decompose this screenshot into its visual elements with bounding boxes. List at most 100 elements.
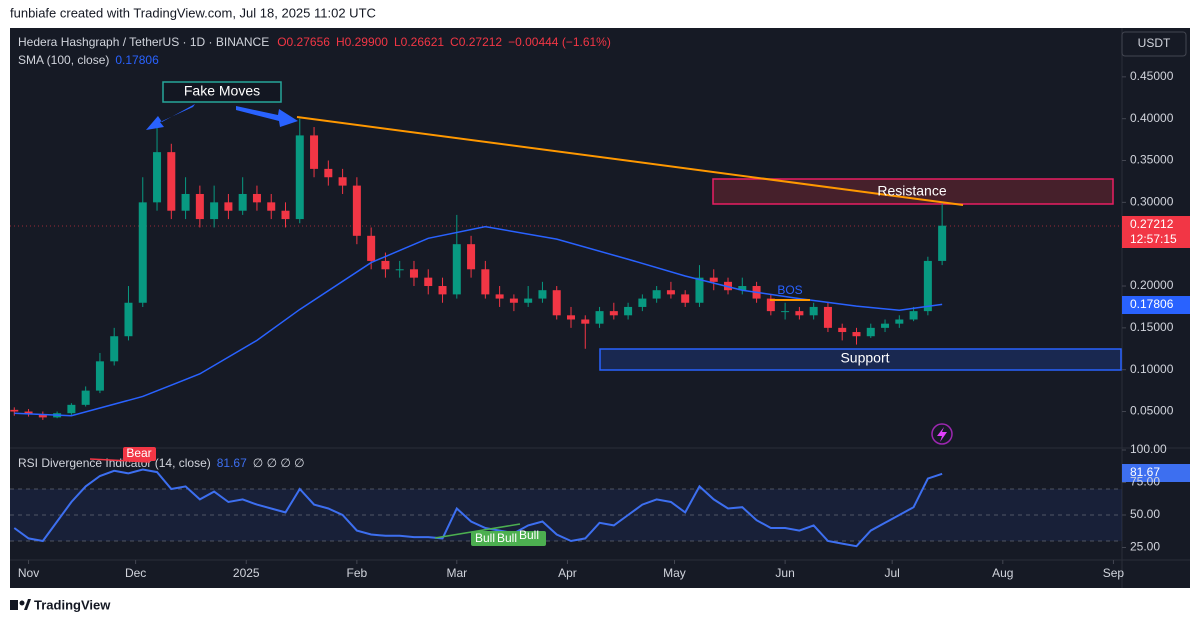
arrow [146,104,195,130]
candle-body [609,311,618,316]
candle-body [709,277,718,282]
rsi-legend: RSI Divergence Indicator (14, close) 81.6… [18,456,305,470]
candle-body [495,294,504,299]
candle-body [524,298,533,303]
rsi-tick-label: 75.00 [1130,475,1160,489]
bear-divergence [89,458,151,463]
sma-tag-value: 0.17806 [1130,297,1174,311]
bull-label: Bull [519,528,539,542]
arrow [236,106,298,127]
x-tick-label: Feb [347,566,368,580]
y-tick-label: 0.20000 [1130,278,1174,292]
x-tick-label: 2025 [233,566,260,580]
candle-body [38,414,47,418]
candle-body [409,269,418,278]
candle-body [538,290,547,299]
candle-body [338,177,347,186]
x-tick-label: Dec [125,566,146,580]
y-tick-label: 0.10000 [1130,362,1174,376]
last-price: 0.27212 [1130,217,1174,231]
candle-body [652,290,661,299]
candle-body [181,193,190,211]
candle-body [566,315,575,320]
logo-mark [10,600,18,610]
candle-body [738,286,747,291]
bull-tag [471,531,546,546]
candle-body [10,409,19,412]
x-tick-label: Apr [558,566,577,580]
candle-body [310,135,319,169]
rsi-tag [1122,464,1190,482]
candle-body [81,390,90,405]
logo-mark [24,599,31,610]
candle-body [866,327,875,337]
rsi-tick-label: 25.00 [1130,540,1160,554]
candle-body [95,361,104,391]
alert-icon[interactable] [931,423,953,445]
support-zone [599,348,1122,371]
candle-body [324,168,333,178]
bull-label: Bull [497,531,517,545]
rsi-tag-value: 81.67 [1130,465,1160,479]
footer-brand: TradingView [34,597,111,612]
sma-legend: SMA (100, close) 0.17806 [18,53,159,67]
sma-tag [1122,296,1190,314]
candle-body [624,306,633,316]
resistance-label: Resistance [877,183,946,199]
candle-body [681,294,690,303]
candle-body [224,202,233,211]
x-tick-label: Aug [992,566,1013,580]
currency[interactable]: USDT [1138,36,1171,50]
ohlc: C0.27212 [450,35,502,49]
candle-body [110,336,119,362]
candle-body [938,225,947,261]
x-tick-label: Nov [18,566,39,580]
sma-line [14,225,943,417]
header-text: funbiafe created with TradingView.com, J… [10,5,376,20]
candle-body [438,286,447,295]
symbol-legend: Hedera Hashgraph / TetherUS · 1D · BINAN… [18,35,611,49]
candle-body [252,193,261,203]
y-tick-label: 0.35000 [1130,153,1174,167]
x-tick-label: Jul [885,566,900,580]
plot [10,118,1122,548]
y-tick-label: 0.40000 [1130,111,1174,125]
candle-body [267,202,276,211]
candle-body [795,311,804,316]
candle-body [852,332,861,337]
rsi-tick-label: 100.00 [1130,442,1167,456]
support-label: Support [840,350,889,366]
ohlc: O0.27656 [277,35,330,49]
candle-body [381,260,390,270]
trend-line [296,116,964,206]
fake-moves-box [162,81,282,103]
candle-body [153,152,162,203]
y-tick-label: 0.05000 [1130,404,1174,418]
sma-value: 0.17806 [115,53,159,67]
x-tick-label: Jun [775,566,794,580]
candle-body [595,311,604,324]
sma-name: SMA (100, close) [18,53,109,67]
candle-body [895,319,904,324]
rsi-value: 81.67 [217,456,247,470]
candle-body [838,327,847,333]
ohlc: H0.29900 [336,35,388,49]
candle-body [695,277,704,303]
bear-label: Bear [126,446,151,460]
candle-body [509,298,518,303]
candle-body [210,202,219,220]
candle-body [638,298,647,307]
rsi-tick-label: 50.00 [1130,507,1160,521]
candle-body [881,323,890,328]
y-tick-label: 0.15000 [1130,320,1174,334]
fake-moves-label: Fake Moves [184,83,260,99]
candle-body [581,319,590,324]
candle-body [352,185,361,236]
candle-body [238,193,247,211]
candle-body [124,302,133,337]
currency-button[interactable] [1121,31,1187,57]
candle-body [766,298,775,312]
x-tick-label: May [663,566,686,580]
bos-label: BOS [777,283,802,297]
countdown: 12:57:15 [1130,232,1177,246]
